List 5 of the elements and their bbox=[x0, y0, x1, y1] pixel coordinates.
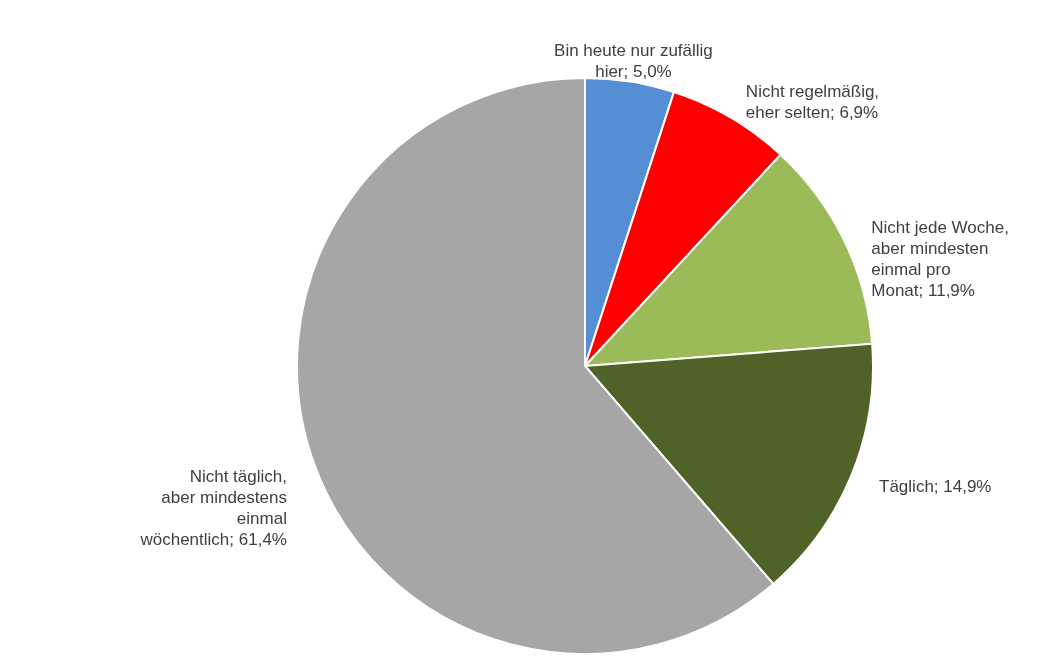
slice-label: Nicht jede Woche, aber mindesten einmal pro Monat; 11,9% bbox=[871, 217, 1009, 300]
slice-label: Täglich; 14,9% bbox=[879, 477, 992, 497]
slice-label: Bin heute nur zufällig hier; 5,0% bbox=[554, 40, 713, 81]
slice-label: Nicht regelmäßig, eher selten; 6,9% bbox=[745, 81, 880, 122]
slice-label: Nicht täglich, aber mindestens einmal wöchentlich; 61,4% bbox=[139, 466, 287, 549]
